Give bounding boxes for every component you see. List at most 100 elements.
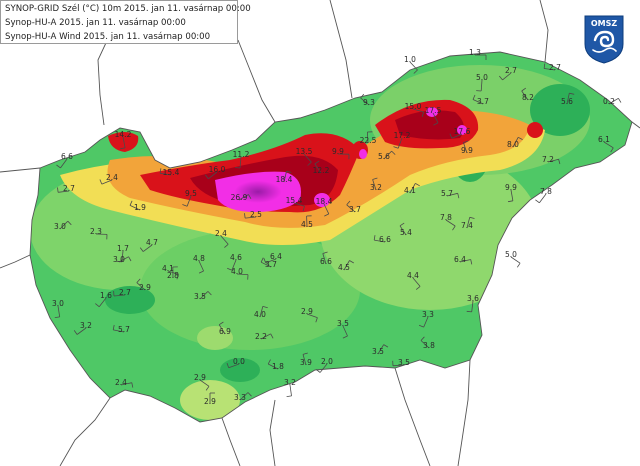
wind-barb [226, 362, 240, 369]
legend-line-wind: Synop-HU-A Wind 2015. jan 11. vasárnap 0… [5, 32, 211, 42]
wind-barb [199, 379, 210, 391]
wind-barb [337, 153, 350, 160]
station-value: 5.6 [378, 152, 390, 161]
station-value: 9.9 [505, 183, 517, 192]
wind-barb [418, 316, 429, 328]
station-value: 3.3 [234, 393, 246, 402]
station-value: 26.9 [231, 193, 248, 202]
station-value: 12.2 [313, 166, 330, 175]
station-value: 6.1 [598, 135, 610, 144]
station-value: 1.6 [100, 291, 112, 300]
wind-barb [199, 291, 212, 300]
station-value: 4.0 [254, 310, 266, 319]
station-value: 15.4 [163, 168, 180, 177]
station-value: 3.0 [54, 222, 66, 231]
wind-barb [139, 244, 153, 252]
station-value: 15.0 [405, 102, 422, 111]
station-value: 2.5 [250, 210, 262, 219]
station-values: 1.3 1.0 5.0 2.7 2.7 8.2 5.6 0.2 15.0 17.5 17.2 17.6… [52, 48, 615, 406]
station-value: 0.0 [233, 357, 245, 366]
station-value: 1.3 [469, 48, 481, 57]
wind-barb [409, 183, 420, 194]
station-value: 22.5 [360, 136, 377, 145]
station-value: 15.4 [286, 196, 303, 205]
wind-barb [399, 222, 407, 236]
wind-barb [259, 306, 268, 318]
wind-barb [512, 136, 523, 148]
station-value: 6.6 [379, 235, 391, 244]
wind-barb [239, 392, 252, 401]
wind-barb [566, 92, 575, 105]
wind-barb [220, 235, 229, 248]
wind-barb [409, 61, 418, 74]
wind-barb [463, 140, 469, 154]
station-value: 18.4 [276, 175, 293, 184]
wind-barbs [54, 54, 622, 404]
station-value: 4.6 [230, 253, 242, 262]
station-value: 16.0 [209, 165, 226, 174]
station-value: 1.9 [134, 203, 146, 212]
wind-barb [120, 136, 126, 150]
legend-line-grid: SYNOP-GRID Szél (°C) 10m 2015. jan 11. v… [5, 4, 251, 14]
wind-barb [535, 193, 547, 204]
wind-barb [543, 63, 556, 71]
wind-barb [547, 158, 561, 165]
wind-barb [393, 137, 403, 149]
station-value: 6.9 [219, 327, 231, 336]
wind-barb [99, 179, 113, 185]
wind-barb [172, 266, 178, 279]
wind-barb [118, 256, 132, 263]
station-value: 3.7 [265, 260, 277, 269]
wind-barb [306, 313, 318, 323]
wind-barb [235, 156, 242, 169]
station-value: 2.7 [549, 63, 561, 72]
wind-barb [412, 277, 421, 290]
wind-barb [372, 177, 378, 191]
station-value: 3.5 [337, 319, 349, 328]
wind-barb [466, 216, 475, 229]
wind-barb [260, 333, 274, 340]
station-value: 1.0 [404, 55, 416, 64]
wind-barb [315, 363, 328, 373]
wind-barb [209, 392, 215, 404]
wind-barb [303, 153, 312, 166]
station-value: 2.2 [255, 332, 267, 341]
wind-barb [136, 278, 146, 291]
station-value: 17.5 [425, 106, 442, 115]
wind-barb [260, 257, 272, 268]
wind-barb [342, 325, 348, 339]
wind-barb [286, 384, 292, 397]
station-value: 6.6 [61, 152, 73, 161]
wind-barb [466, 300, 474, 313]
station-value: 2.4 [115, 378, 127, 387]
station-value: 3.3 [422, 310, 434, 319]
station-value: 9.9 [461, 146, 473, 155]
station-value: 17.2 [394, 131, 411, 140]
station-value: 13.5 [296, 147, 313, 156]
wind-barb [244, 213, 257, 219]
logo-text: OMSZ [591, 19, 618, 28]
station-value: 4.8 [193, 254, 205, 263]
wind-barb [603, 141, 614, 153]
station-value: 6.4 [454, 255, 466, 264]
wind-barb [112, 324, 125, 333]
map-legend: SYNOP-GRID Szél (°C) 10m 2015. jan 11. v… [0, 0, 251, 44]
station-value: 2.0 [321, 357, 333, 366]
wind-barb [346, 200, 356, 213]
wind-barb [120, 382, 134, 388]
station-value: 3.5 [398, 358, 410, 367]
station-value: 1.7 [117, 244, 129, 253]
wind-barb [322, 251, 328, 265]
wind-barb [449, 133, 463, 139]
wind-barb [392, 360, 405, 367]
wind-barb [459, 259, 473, 265]
wind-barb [323, 203, 330, 217]
wind-barb [236, 273, 249, 280]
station-value: 3.8 [423, 341, 435, 350]
wind-barb [475, 54, 487, 60]
station-value: 2.9 [194, 373, 206, 382]
wind-barb [56, 158, 68, 169]
station-value: 7.4 [461, 221, 473, 230]
